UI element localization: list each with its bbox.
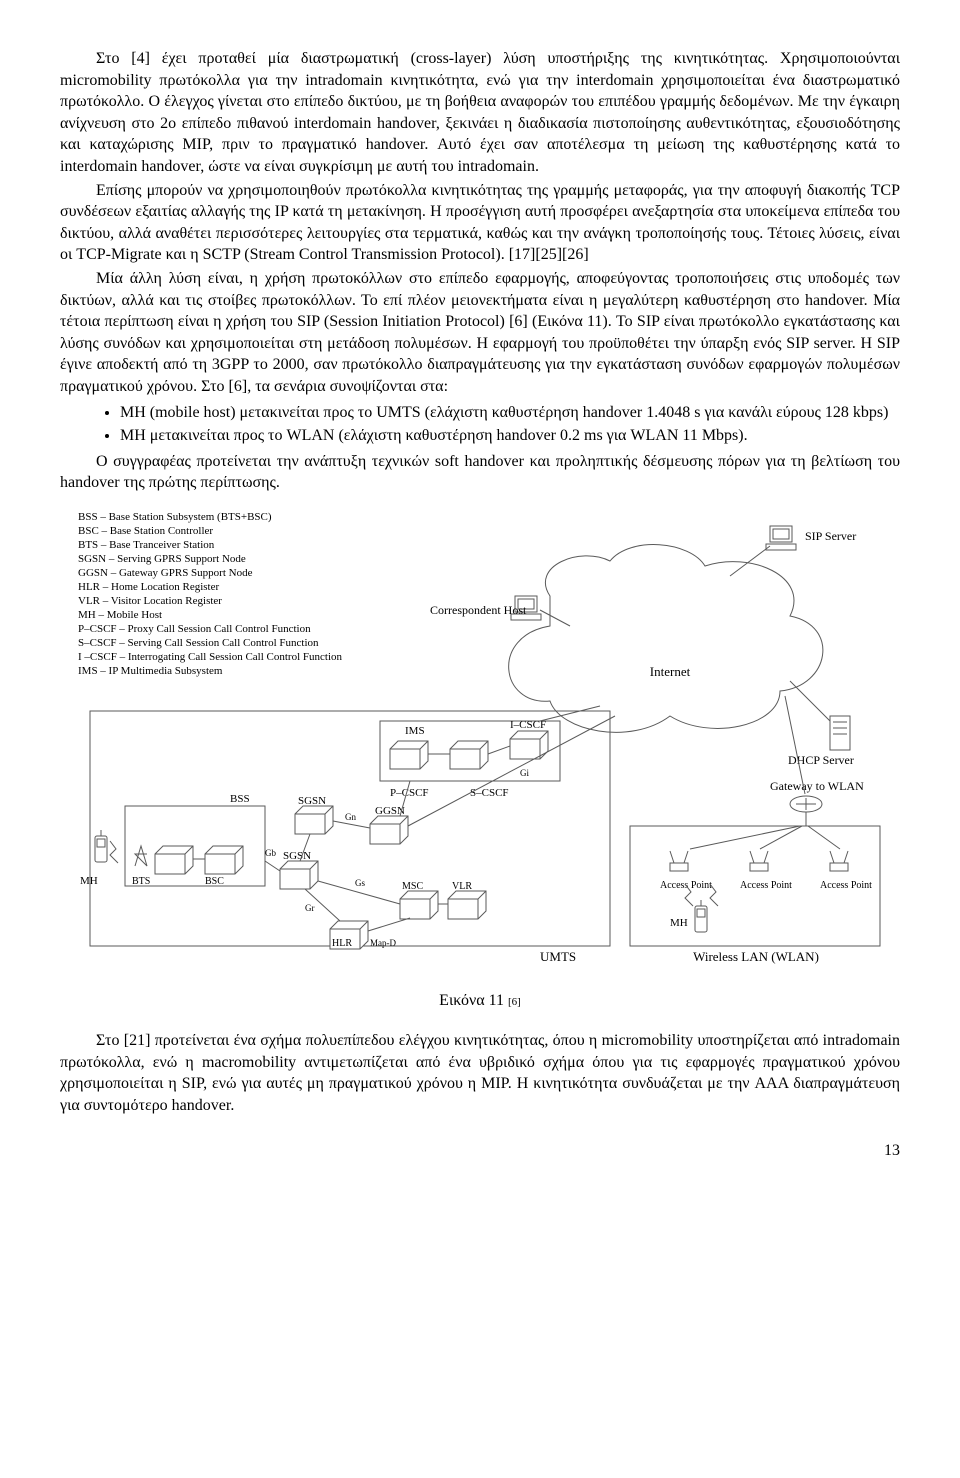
- svg-text:IMS: IMS: [405, 725, 425, 737]
- mobile-host-icon: [695, 900, 707, 932]
- svg-text:IMS – IP Multimedia Subsystem: IMS – IP Multimedia Subsystem: [78, 665, 223, 677]
- svg-text:P–CSCF: P–CSCF: [390, 787, 429, 799]
- svg-text:BTS – Base Tranceiver Station: BTS – Base Tranceiver Station: [78, 539, 215, 551]
- svg-text:MH: MH: [670, 917, 688, 929]
- svg-text:Gs: Gs: [355, 878, 365, 888]
- ggsn-node: [370, 816, 408, 844]
- caption-ref: [6]: [508, 996, 521, 1008]
- list-item: MH (mobile host) μετακινείται προς το UM…: [120, 402, 900, 424]
- svg-text:VLR – Visitor Location Registe: VLR – Visitor Location Register: [78, 595, 222, 607]
- svg-text:BSC – Base Station Controller: BSC – Base Station Controller: [78, 525, 213, 537]
- svg-text:SIP Server: SIP Server: [805, 529, 856, 543]
- svg-text:BTS: BTS: [132, 876, 150, 887]
- svg-text:SGSN – Serving GPRS Support No: SGSN – Serving GPRS Support Node: [78, 553, 246, 565]
- access-point-icon: [750, 851, 768, 871]
- access-point-icon: [830, 851, 848, 871]
- svg-text:HLR: HLR: [332, 938, 352, 949]
- sgsn-node-2: [280, 861, 318, 889]
- dhcp-server-icon: [830, 716, 850, 750]
- figure-caption: Εικόνα 11 [6]: [60, 990, 900, 1012]
- sgsn-node: [295, 806, 333, 834]
- svg-text:MH – Mobile Host: MH – Mobile Host: [78, 609, 162, 621]
- svg-text:Access Point: Access Point: [820, 880, 872, 891]
- svg-text:S–CSCF – Serving Call Session: S–CSCF – Serving Call Session Call Contr…: [78, 637, 319, 649]
- svg-text:UMTS: UMTS: [540, 949, 576, 964]
- svg-text:HLR – Home Location Register: HLR – Home Location Register: [78, 581, 219, 593]
- paragraph-1: Στο [4] έχει προταθεί μία διαστρωματική …: [60, 48, 900, 178]
- svg-text:Gn: Gn: [345, 812, 356, 822]
- svg-text:BSC: BSC: [205, 876, 224, 887]
- svg-text:S–CSCF: S–CSCF: [470, 787, 509, 799]
- vlr-node: [448, 891, 486, 919]
- svg-text:Access Point: Access Point: [740, 880, 792, 891]
- internet-cloud: Internet: [509, 544, 823, 732]
- paragraph-2: Επίσης μπορούν να χρησιμοποιηθούν πρωτόκ…: [60, 180, 900, 266]
- sip-server-icon: [766, 526, 796, 550]
- bss-region: [125, 806, 265, 886]
- svg-text:BSS – Base Station Subsystem (: BSS – Base Station Subsystem (BTS+BSC): [78, 511, 272, 523]
- svg-text:Gi: Gi: [520, 768, 529, 778]
- svg-text:Gr: Gr: [305, 903, 315, 913]
- svg-text:Gb: Gb: [265, 848, 276, 858]
- bullet-list: MH (mobile host) μετακινείται προς το UM…: [60, 402, 900, 447]
- msc-node: [400, 891, 438, 919]
- paragraph-5: Στο [21] προτείνεται ένα σχήμα πολυεπίπε…: [60, 1030, 900, 1116]
- svg-text:Map-D: Map-D: [370, 938, 396, 948]
- paragraph-4: Ο συγγραφέας προτείνεται την ανάπτυξη τε…: [60, 451, 900, 494]
- svg-text:BSS: BSS: [230, 793, 250, 805]
- svg-text:MH: MH: [80, 875, 98, 887]
- access-point-icon: [670, 851, 688, 871]
- svg-text:Internet: Internet: [650, 664, 691, 679]
- figure-11: BSS – Base Station Subsystem (BTS+BSC) B…: [60, 506, 900, 983]
- svg-text:SGSN: SGSN: [298, 795, 326, 807]
- mobile-host-icon: [95, 830, 107, 862]
- svg-text:MSC: MSC: [402, 881, 423, 892]
- svg-text:I –CSCF – Interrogating Call S: I –CSCF – Interrogating Call Session Cal…: [78, 651, 343, 663]
- svg-text:Gateway to WLAN: Gateway to WLAN: [770, 779, 864, 793]
- gateway-wlan-icon: [790, 796, 822, 812]
- svg-text:Wireless LAN (WLAN): Wireless LAN (WLAN): [693, 949, 819, 964]
- svg-text:GGSN – Gateway GPRS Support No: GGSN – Gateway GPRS Support Node: [78, 567, 253, 579]
- caption-label: Εικόνα 11: [439, 992, 504, 1009]
- svg-text:VLR: VLR: [452, 881, 472, 892]
- svg-text:P–CSCF – Proxy Call Session Ca: P–CSCF – Proxy Call Session Call Control…: [78, 623, 311, 635]
- svg-text:Correspondent Host: Correspondent Host: [430, 603, 527, 617]
- list-item: MH μετακινείται προς το WLAN (ελάχιστη κ…: [120, 425, 900, 447]
- svg-text:SGSN: SGSN: [283, 850, 311, 862]
- page-number: 13: [60, 1140, 900, 1162]
- network-diagram-svg: BSS – Base Station Subsystem (BTS+BSC) B…: [70, 506, 890, 976]
- paragraph-3: Μία άλλη λύση είναι, η χρήση πρωτοκόλλων…: [60, 268, 900, 398]
- abbrev-legend: BSS – Base Station Subsystem (BTS+BSC) B…: [78, 511, 343, 677]
